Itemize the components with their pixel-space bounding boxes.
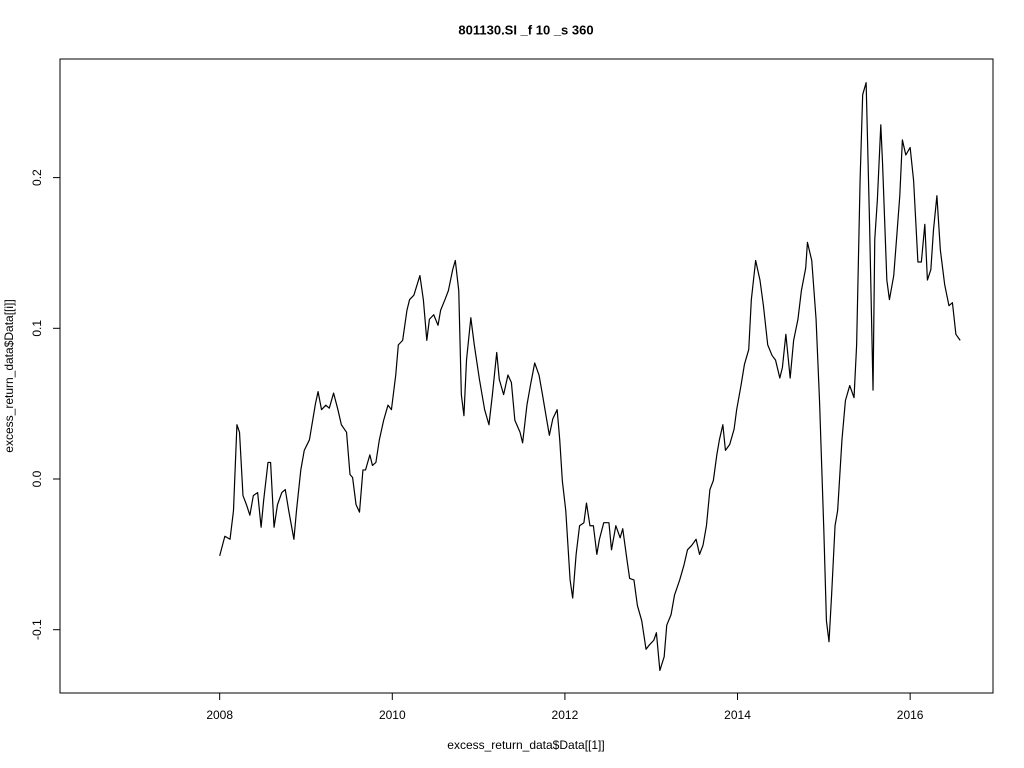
x-tick-label: 2008 bbox=[206, 708, 233, 722]
y-tick-label: 0.2 bbox=[30, 169, 44, 186]
x-axis-label: excess_return_data$Data[[1]] bbox=[447, 738, 604, 752]
y-tick-label: 0.0 bbox=[30, 470, 44, 487]
x-tick-label: 2016 bbox=[897, 708, 924, 722]
x-tick-label: 2014 bbox=[724, 708, 751, 722]
chart-title: 801130.SI _f 10 _s 360 bbox=[458, 22, 593, 37]
x-tick-label: 2012 bbox=[552, 708, 579, 722]
y-tick-label: -0.1 bbox=[30, 619, 44, 640]
y-tick-label: 0.1 bbox=[30, 320, 44, 337]
y-axis-label: excess_return_data$Data[[i]] bbox=[2, 299, 16, 452]
x-tick-label: 2010 bbox=[379, 708, 406, 722]
data-line bbox=[219, 82, 961, 671]
